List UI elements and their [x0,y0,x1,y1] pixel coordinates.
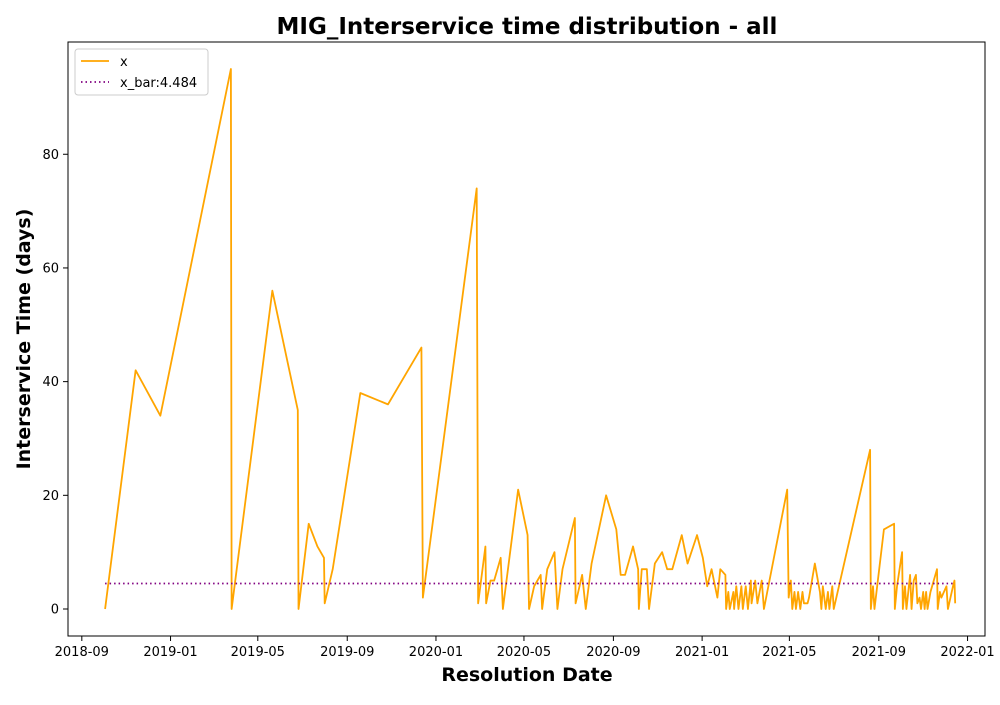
chart-title: MIG_Interservice time distribution - all [277,14,778,40]
x-axis-ticks: 2018-09 2019-01 2019-05 2019-09 2020-01 2020-… [55,636,995,660]
y-tick-label: 20 [42,489,59,504]
x-tick-label: 2019-01 [143,645,197,660]
y-tick-label: 40 [42,375,59,390]
x-tick-label: 2019-09 [320,645,374,660]
x-tick-label: 2021-01 [675,645,729,660]
x-tick-label: 2020-01 [409,645,463,660]
x-axis-label: Resolution Date [441,664,612,686]
legend: x x_bar:4.484 [74,48,209,96]
plot-area [68,42,985,636]
y-tick-label: 60 [42,261,59,276]
x-tick-label: 2019-05 [231,645,285,660]
series-line-x [104,68,957,610]
legend-label-x: x [120,55,128,70]
x-tick-label: 2022-01 [940,645,994,660]
series-layer [104,68,957,610]
legend-label-x-bar: x_bar:4.484 [120,76,197,91]
y-tick-label: 0 [51,603,59,618]
x-tick-label: 2021-09 [852,645,906,660]
y-axis-ticks: 0 20 40 60 80 [42,148,68,618]
y-axis-label: Interservice Time (days) [13,209,35,470]
x-tick-label: 2020-09 [586,645,640,660]
x-tick-label: 2018-09 [55,645,109,660]
x-tick-label: 2020-05 [497,645,551,660]
x-tick-label: 2021-05 [762,645,816,660]
y-tick-label: 80 [42,148,59,163]
plot-frame [67,41,986,637]
